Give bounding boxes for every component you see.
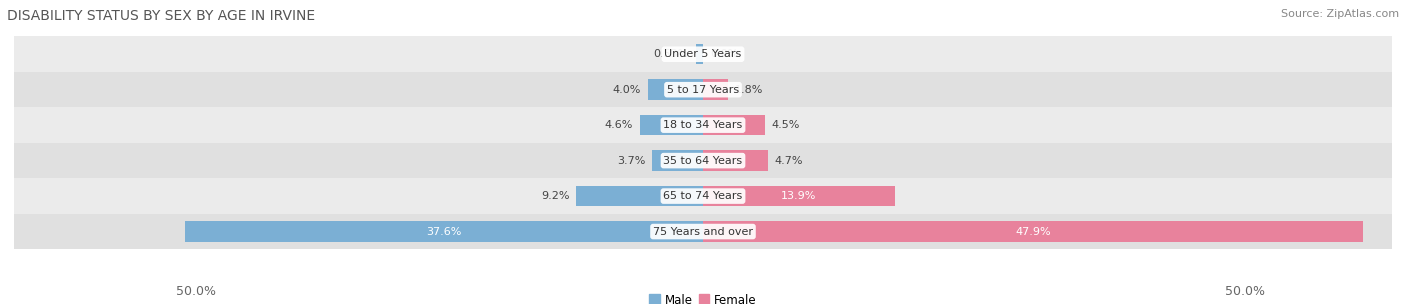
- Legend: Male, Female: Male, Female: [645, 289, 761, 304]
- Bar: [14, 72, 1392, 107]
- Text: 4.5%: 4.5%: [772, 120, 800, 130]
- Text: 37.6%: 37.6%: [426, 226, 461, 237]
- Bar: [640, 115, 703, 136]
- Text: Under 5 Years: Under 5 Years: [665, 49, 741, 59]
- Text: 3.7%: 3.7%: [617, 156, 645, 166]
- Text: 0.53%: 0.53%: [654, 49, 689, 59]
- Text: 35 to 64 Years: 35 to 64 Years: [664, 156, 742, 166]
- Bar: [703, 186, 894, 206]
- Text: 9.2%: 9.2%: [541, 191, 569, 201]
- Text: 18 to 34 Years: 18 to 34 Years: [664, 120, 742, 130]
- Bar: [696, 44, 703, 64]
- Text: 4.7%: 4.7%: [775, 156, 803, 166]
- Bar: [186, 221, 703, 242]
- Text: 50.0%: 50.0%: [1226, 285, 1265, 298]
- Bar: [703, 221, 1362, 242]
- Text: 4.0%: 4.0%: [613, 85, 641, 95]
- Bar: [14, 214, 1392, 249]
- Text: DISABILITY STATUS BY SEX BY AGE IN IRVINE: DISABILITY STATUS BY SEX BY AGE IN IRVIN…: [7, 9, 315, 23]
- Bar: [14, 107, 1392, 143]
- Text: 65 to 74 Years: 65 to 74 Years: [664, 191, 742, 201]
- Text: 50.0%: 50.0%: [176, 285, 215, 298]
- Bar: [14, 178, 1392, 214]
- Bar: [703, 115, 765, 136]
- Bar: [14, 143, 1392, 178]
- Text: 75 Years and over: 75 Years and over: [652, 226, 754, 237]
- Text: 5 to 17 Years: 5 to 17 Years: [666, 85, 740, 95]
- Bar: [14, 36, 1392, 72]
- Text: 1.8%: 1.8%: [735, 85, 763, 95]
- Text: 0.0%: 0.0%: [710, 49, 738, 59]
- Text: 4.6%: 4.6%: [605, 120, 633, 130]
- Text: 47.9%: 47.9%: [1015, 226, 1050, 237]
- Bar: [576, 186, 703, 206]
- Bar: [703, 150, 768, 171]
- Text: Source: ZipAtlas.com: Source: ZipAtlas.com: [1281, 9, 1399, 19]
- Text: 13.9%: 13.9%: [782, 191, 817, 201]
- Bar: [648, 79, 703, 100]
- Bar: [652, 150, 703, 171]
- Bar: [703, 79, 728, 100]
